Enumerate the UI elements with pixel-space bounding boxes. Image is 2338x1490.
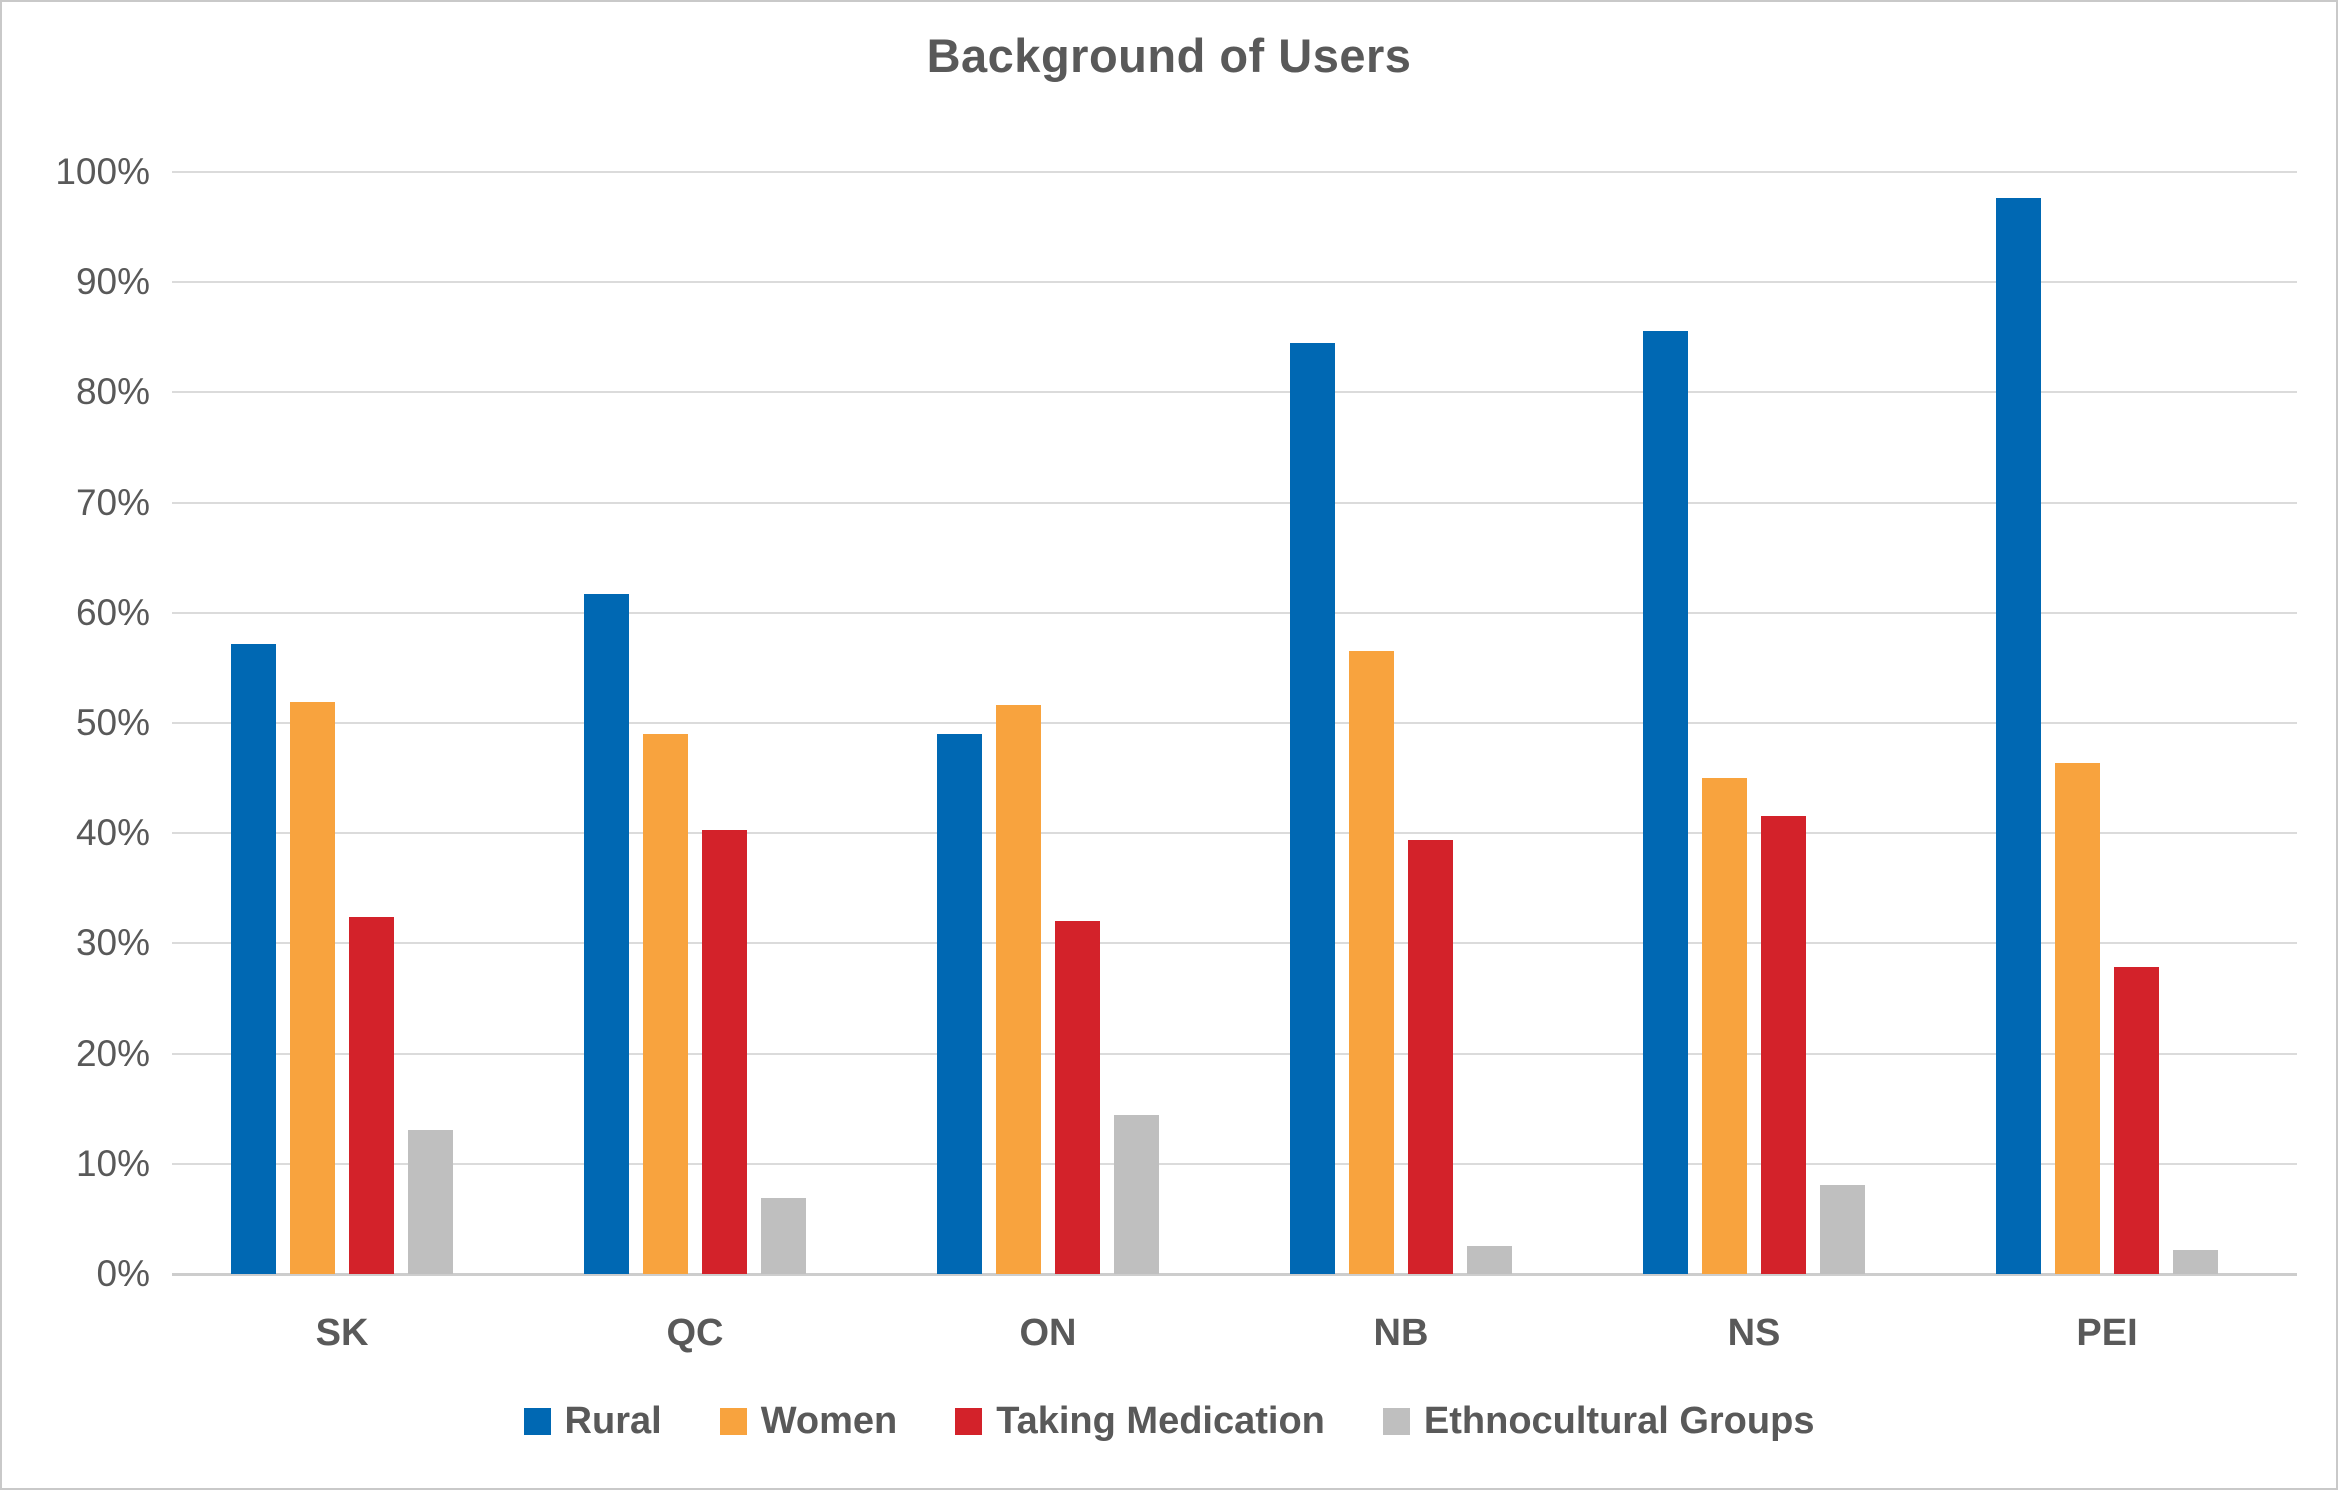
bar-pei-rural	[1996, 198, 2041, 1274]
legend-item-ethnocultural-groups: Ethnocultural Groups	[1382, 1400, 1815, 1443]
y-tick-label: 90%	[75, 261, 150, 303]
bar-ns-women	[1702, 778, 1747, 1274]
legend: Rural Women Taking Medication Ethnocultural…	[2, 1400, 2336, 1443]
chart-title: Background of Users	[926, 29, 1412, 82]
bar-group-ns	[1643, 330, 1865, 1274]
bar-nb-ethnocultural-groups	[1467, 1246, 1512, 1274]
bar-sk-taking-medication	[349, 916, 394, 1274]
bar-pei-women	[2055, 762, 2100, 1274]
bar-nb-rural	[1290, 342, 1335, 1274]
bar-ns-taking-medication	[1761, 815, 1806, 1274]
gridline-60	[172, 611, 2297, 614]
bar-pei-taking-medication	[2114, 966, 2159, 1274]
legend-item-women: Women	[719, 1400, 898, 1443]
bar-qc-ethnocultural-groups	[761, 1197, 806, 1274]
y-tick-label: 0%	[96, 1253, 150, 1294]
bar-ns-ethnocultural-groups	[1820, 1184, 1865, 1274]
bar-pei-ethnocultural-groups	[2173, 1249, 2218, 1274]
bar-on-ethnocultural-groups	[1114, 1115, 1159, 1274]
y-tick-label: 30%	[75, 922, 150, 964]
y-tick-label: 70%	[75, 481, 150, 523]
bar-on-women	[996, 705, 1041, 1274]
x-category-label-sk: SK	[315, 1312, 369, 1354]
legend-item-rural: Rural	[523, 1400, 662, 1443]
y-tick-label: 10%	[75, 1142, 150, 1184]
gridline-100	[172, 171, 2297, 173]
gridline-30	[172, 942, 2297, 945]
gridline-40	[172, 832, 2297, 835]
y-tick-label: 50%	[75, 702, 150, 743]
gridline-20	[172, 1052, 2297, 1055]
x-category-label-qc: QC	[666, 1312, 724, 1354]
bar-qc-taking-medication	[702, 829, 747, 1274]
gridline-80	[172, 391, 2297, 394]
legend-item-taking-medication: Taking Medication	[955, 1400, 1325, 1443]
gridline-90	[172, 281, 2297, 284]
bar-nb-taking-medication	[1408, 839, 1453, 1274]
bar-sk-rural	[231, 643, 276, 1274]
bar-on-rural	[937, 734, 982, 1274]
gridline-70	[172, 501, 2297, 504]
gridline-10	[172, 1162, 2297, 1165]
bar-sk-women	[290, 702, 335, 1274]
x-category-label-ns: NS	[1727, 1312, 1781, 1354]
legend-label: Taking Medication	[996, 1400, 1325, 1442]
x-category-label-on: ON	[1019, 1312, 1077, 1354]
legend-swatch-icon	[719, 1408, 747, 1435]
bar-group-nb	[1290, 342, 1512, 1274]
bar-group-qc	[584, 594, 806, 1274]
y-tick-label: 100%	[55, 151, 150, 192]
bar-group-sk	[231, 643, 453, 1274]
bar-sk-ethnocultural-groups	[408, 1129, 453, 1274]
gridline-50	[172, 722, 2297, 724]
bar-nb-women	[1349, 651, 1394, 1274]
bar-ns-rural	[1643, 330, 1688, 1274]
bar-qc-rural	[584, 594, 629, 1274]
legend-label: Ethnocultural Groups	[1423, 1400, 1815, 1442]
x-category-label-nb: NB	[1373, 1312, 1429, 1354]
y-tick-label: 80%	[75, 371, 150, 413]
bar-qc-women	[643, 734, 688, 1274]
legend-swatch-icon	[1382, 1408, 1410, 1435]
legend-swatch-icon	[955, 1408, 983, 1435]
bar-group-on	[937, 705, 1159, 1274]
y-tick-label: 40%	[75, 812, 150, 854]
y-tick-label: 20%	[75, 1032, 150, 1074]
legend-label: Women	[760, 1400, 898, 1442]
bar-on-taking-medication	[1055, 921, 1100, 1274]
gridline-0	[172, 1273, 2297, 1276]
legend-swatch-icon	[523, 1408, 551, 1435]
plot-area	[172, 171, 2297, 1276]
x-category-label-pei: PEI	[2076, 1312, 2138, 1354]
legend-label: Rural	[564, 1400, 662, 1442]
y-tick-label: 60%	[75, 591, 150, 633]
bar-group-pei	[1996, 198, 2218, 1274]
